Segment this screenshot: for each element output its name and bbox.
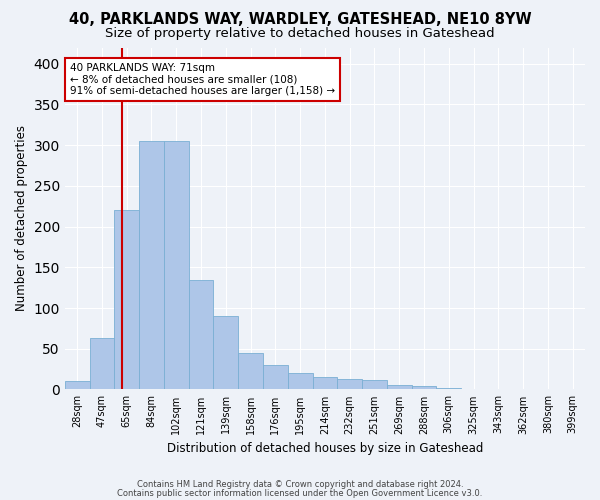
Bar (412, 386, 436, 390)
Bar (188, 280, 214, 390)
Bar (115, 210, 139, 390)
Bar (263, 365, 288, 390)
Text: Contains public sector information licensed under the Open Government Licence v3: Contains public sector information licen… (118, 488, 482, 498)
Bar (139, 141, 164, 390)
Bar (511, 388, 535, 390)
Bar (164, 141, 188, 390)
Bar (89, 338, 115, 390)
Bar (387, 386, 412, 390)
Text: Contains HM Land Registry data © Crown copyright and database right 2024.: Contains HM Land Registry data © Crown c… (137, 480, 463, 489)
Bar (238, 353, 263, 390)
Bar (337, 379, 362, 390)
Bar (362, 380, 387, 390)
Text: 40, PARKLANDS WAY, WARDLEY, GATESHEAD, NE10 8YW: 40, PARKLANDS WAY, WARDLEY, GATESHEAD, N… (68, 12, 532, 28)
Bar (486, 388, 511, 390)
Bar (535, 388, 560, 390)
Bar (461, 388, 486, 390)
Bar (288, 373, 313, 390)
X-axis label: Distribution of detached houses by size in Gateshead: Distribution of detached houses by size … (167, 442, 483, 455)
Bar (65, 382, 89, 390)
Text: Size of property relative to detached houses in Gateshead: Size of property relative to detached ho… (105, 28, 495, 40)
Bar (214, 316, 238, 390)
Y-axis label: Number of detached properties: Number of detached properties (15, 126, 28, 312)
Bar (313, 377, 337, 390)
Text: 40 PARKLANDS WAY: 71sqm
← 8% of detached houses are smaller (108)
91% of semi-de: 40 PARKLANDS WAY: 71sqm ← 8% of detached… (70, 63, 335, 96)
Bar (560, 388, 585, 390)
Bar (436, 388, 461, 390)
